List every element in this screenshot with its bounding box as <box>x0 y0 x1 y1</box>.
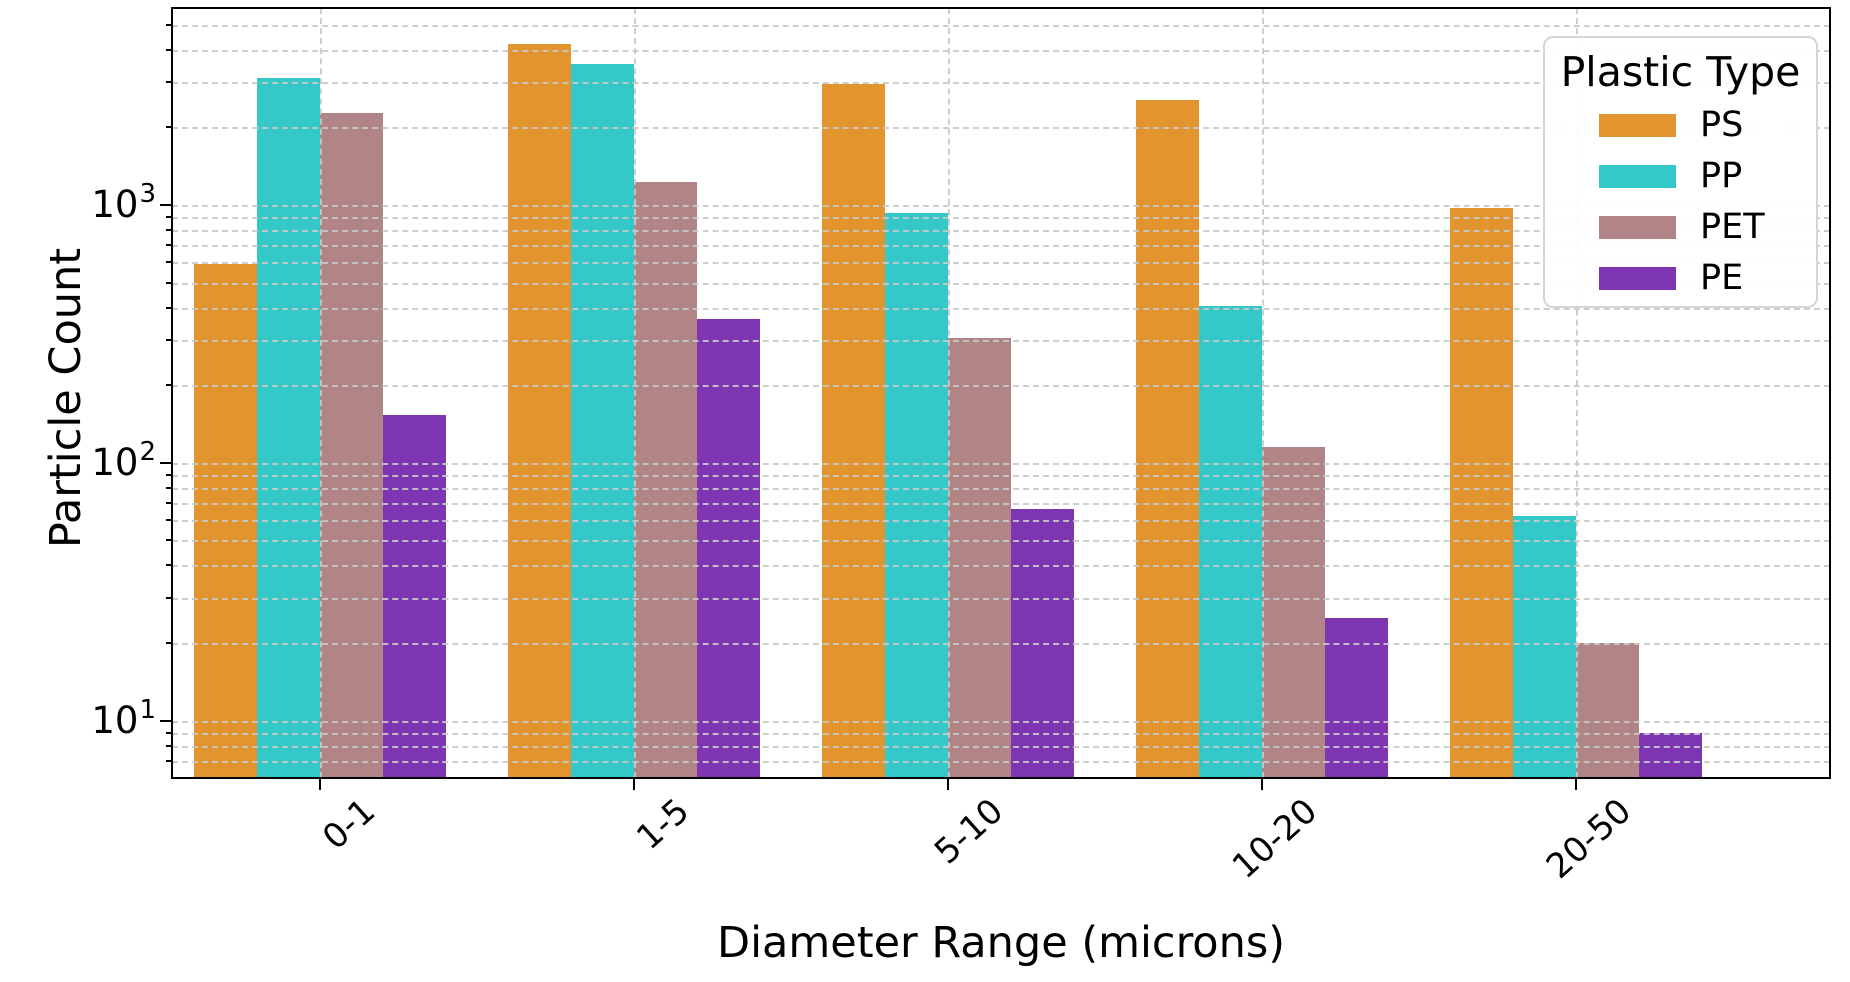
y-major-tick <box>160 203 172 206</box>
minor-gridline <box>172 643 1830 646</box>
y-minor-tick <box>166 384 172 387</box>
category-gridline-1-5 <box>634 8 636 778</box>
bar-PET-10-20 <box>1262 447 1325 778</box>
y-minor-tick <box>166 486 172 489</box>
y-minor-tick <box>166 281 172 284</box>
category-gridline-20-50 <box>1576 8 1578 778</box>
bar-PS-10-20 <box>1136 100 1200 778</box>
legend-label-PP: PP <box>1700 156 1743 196</box>
y-minor-tick <box>166 23 172 26</box>
minor-gridline <box>172 216 1830 219</box>
minor-gridline <box>172 339 1830 342</box>
minor-gridline <box>172 49 1830 52</box>
minor-gridline <box>172 81 1830 84</box>
y-minor-tick <box>166 642 172 645</box>
y-tick-exponent: 2 <box>139 436 156 467</box>
legend-title: Plastic Type <box>1560 48 1801 96</box>
y-tick-exponent: 3 <box>139 178 156 209</box>
y-tick-exponent: 1 <box>139 694 156 725</box>
minor-gridline <box>172 474 1830 477</box>
y-minor-tick <box>166 48 172 51</box>
minor-gridline <box>172 540 1830 543</box>
x-axis-label: Diameter Range (microns) <box>716 918 1286 968</box>
y-minor-tick <box>166 126 172 129</box>
y-minor-tick <box>166 596 172 599</box>
y-axis-label: Particle Count <box>41 247 91 549</box>
y-minor-tick <box>166 80 172 83</box>
minor-gridline <box>172 24 1830 27</box>
bar-PE-20-50 <box>1638 732 1702 778</box>
minor-gridline <box>172 244 1830 247</box>
y-tick-label: 102 <box>91 436 156 484</box>
minor-gridline <box>172 502 1830 505</box>
y-minor-tick <box>166 501 172 504</box>
y-minor-tick <box>166 228 172 231</box>
x-tick <box>1575 779 1577 790</box>
bar-PP-1-5 <box>571 63 634 778</box>
minor-gridline <box>172 597 1830 600</box>
x-tick <box>1261 779 1263 790</box>
y-major-tick <box>160 719 172 722</box>
y-minor-tick <box>166 564 172 567</box>
category-gridline-10-20 <box>1262 8 1264 778</box>
legend: Plastic Type PS PP PET PE <box>1543 36 1818 308</box>
bar-PS-1-5 <box>508 44 572 778</box>
legend-swatch-PS <box>1599 114 1676 137</box>
minor-gridline <box>172 229 1830 232</box>
minor-gridline <box>172 760 1830 763</box>
minor-gridline <box>172 307 1830 310</box>
minor-gridline <box>172 520 1830 523</box>
y-minor-tick <box>166 243 172 246</box>
legend-swatch-PET <box>1599 216 1676 239</box>
y-major-tick <box>160 461 172 464</box>
bar-PET-5-10 <box>948 337 1011 778</box>
minor-gridline <box>172 745 1830 748</box>
bar-PE-1-5 <box>696 319 760 778</box>
minor-gridline <box>172 262 1830 265</box>
bar-PE-10-20 <box>1324 618 1388 778</box>
minor-gridline <box>172 127 1830 130</box>
y-tick-label: 103 <box>91 178 156 226</box>
minor-gridline <box>172 565 1830 568</box>
y-minor-tick <box>166 519 172 522</box>
category-gridline-0-1 <box>320 8 322 778</box>
x-tick <box>633 779 635 790</box>
bar-PET-0-1 <box>320 112 383 778</box>
y-minor-tick <box>166 338 172 341</box>
category-gridline-5-10 <box>948 8 950 778</box>
y-minor-tick <box>166 759 172 762</box>
legend-swatch-PE <box>1599 267 1676 290</box>
major-gridline <box>172 462 1830 465</box>
bar-PS-20-50 <box>1450 208 1514 778</box>
legend-label-PS: PS <box>1700 105 1744 145</box>
minor-gridline <box>172 487 1830 490</box>
y-minor-tick <box>166 261 172 264</box>
y-minor-tick <box>166 539 172 542</box>
y-minor-tick <box>166 473 172 476</box>
y-minor-tick <box>166 744 172 747</box>
bar-PET-20-50 <box>1576 643 1639 778</box>
legend-label-PET: PET <box>1700 207 1765 247</box>
minor-gridline <box>172 385 1830 388</box>
bar-PP-5-10 <box>885 213 948 778</box>
legend-swatch-PP <box>1599 165 1676 188</box>
bar-PP-0-1 <box>257 78 320 778</box>
minor-gridline <box>172 282 1830 285</box>
legend-label-PE: PE <box>1700 258 1744 298</box>
bar-PE-0-1 <box>382 415 446 778</box>
x-tick <box>947 779 949 790</box>
y-minor-tick <box>166 731 172 734</box>
minor-gridline <box>172 732 1830 735</box>
y-minor-tick <box>166 306 172 309</box>
bar-PS-5-10 <box>822 83 886 778</box>
major-gridline <box>172 204 1830 207</box>
major-gridline <box>172 720 1830 723</box>
y-tick-label: 101 <box>91 694 156 742</box>
bar-PET-1-5 <box>634 181 697 778</box>
y-minor-tick <box>166 215 172 218</box>
bar-PP-20-50 <box>1513 516 1576 778</box>
x-tick <box>319 779 321 790</box>
